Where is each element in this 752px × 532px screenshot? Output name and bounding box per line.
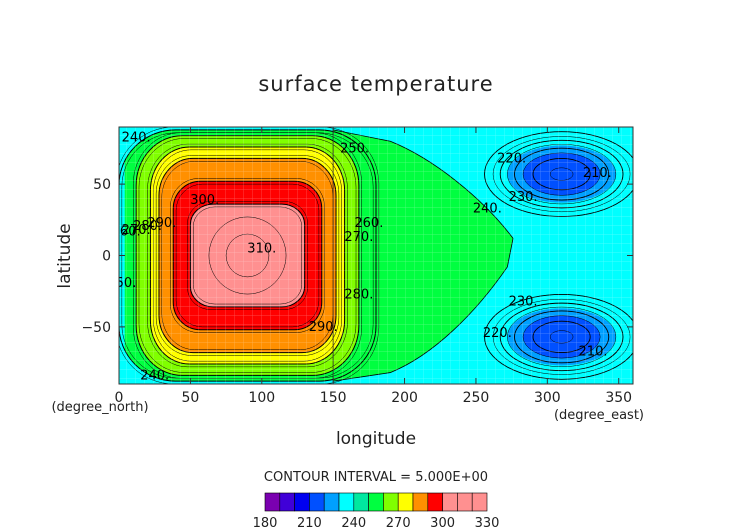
colorbar: 180 210 240 270 300 330 bbox=[253, 492, 500, 531]
contour-label: 220. bbox=[483, 326, 512, 341]
colorbar-swatch bbox=[397, 492, 414, 512]
contour-label: 210. bbox=[579, 344, 608, 359]
plot-grid bbox=[119, 127, 633, 384]
colorbar-swatch bbox=[279, 492, 295, 512]
colorbar-tick-label: 210 bbox=[297, 516, 322, 531]
x-tick-label: 50 bbox=[181, 390, 199, 406]
y-tick-label: 0 bbox=[102, 249, 111, 265]
colorbar-tick-label: 270 bbox=[386, 516, 411, 531]
x-axis-label: longitude bbox=[336, 429, 416, 449]
colorbar-swatch bbox=[323, 492, 340, 512]
colorbar-swatch bbox=[383, 492, 399, 512]
plot-area: 240.250.260.270.280.290.300.310.260.270.… bbox=[107, 127, 633, 384]
contour-label: 300. bbox=[190, 193, 219, 208]
chart-title: surface temperature bbox=[258, 72, 493, 96]
x-tick-label: 200 bbox=[391, 390, 418, 406]
contour-label: 240. bbox=[122, 130, 151, 145]
contour-label: 220. bbox=[497, 152, 526, 167]
contour-label: 230. bbox=[509, 294, 538, 309]
x-tick-label: 350 bbox=[605, 390, 632, 406]
colorbar-swatch bbox=[427, 492, 443, 512]
x-tick-label: 250 bbox=[463, 390, 490, 406]
contour-label: 280. bbox=[133, 219, 162, 234]
y-tick-label: −50 bbox=[81, 320, 111, 336]
x-unit-label: (degree_east) bbox=[554, 408, 644, 423]
x-tick-label: 150 bbox=[320, 390, 347, 406]
x-tick-label: 0 bbox=[115, 390, 124, 406]
colorbar-swatch bbox=[294, 492, 310, 512]
contour-label: 310. bbox=[247, 242, 276, 257]
contour-label: 280. bbox=[344, 287, 373, 302]
colorbar-swatch bbox=[442, 492, 458, 512]
colorbar-tick-label: 300 bbox=[430, 516, 455, 531]
colorbar-swatch bbox=[368, 492, 384, 512]
contour-label: 250. bbox=[340, 142, 369, 157]
colorbar-swatch bbox=[412, 492, 429, 512]
contour-label: 290. bbox=[147, 216, 176, 231]
contour-label: 230. bbox=[509, 190, 538, 205]
contour-label: 260. bbox=[112, 225, 141, 240]
x-tick-label: 300 bbox=[534, 390, 561, 406]
y-tick-label: 50 bbox=[93, 177, 111, 193]
colorbar-swatch bbox=[264, 492, 281, 512]
contour-label: 270. bbox=[344, 230, 373, 245]
contour-interval-label: CONTOUR INTERVAL = 5.000E+00 bbox=[264, 470, 488, 485]
colorbar-tick-label: 330 bbox=[475, 516, 500, 531]
y-unit-label: (degree_north) bbox=[51, 400, 148, 415]
colorbar-swatch bbox=[338, 492, 355, 512]
colorbar-swatch bbox=[457, 492, 473, 512]
contour-label: 290. bbox=[309, 320, 338, 335]
colorbar-swatch bbox=[353, 492, 369, 512]
colorbar-tick-label: 180 bbox=[253, 516, 278, 531]
colorbar-swatch bbox=[471, 492, 488, 512]
colorbar-swatch bbox=[309, 492, 325, 512]
contour-label: 260. bbox=[354, 216, 383, 231]
contour-label: 210. bbox=[583, 166, 612, 181]
contour-label: 270. bbox=[122, 223, 151, 238]
x-tick-label: 100 bbox=[248, 390, 275, 406]
colorbar-tick-label: 240 bbox=[341, 516, 366, 531]
contour-label: 240. bbox=[473, 202, 502, 217]
y-axis-label: latitude bbox=[55, 223, 75, 288]
contour-label: 250. bbox=[107, 276, 136, 291]
contour-label: 240. bbox=[140, 369, 169, 384]
